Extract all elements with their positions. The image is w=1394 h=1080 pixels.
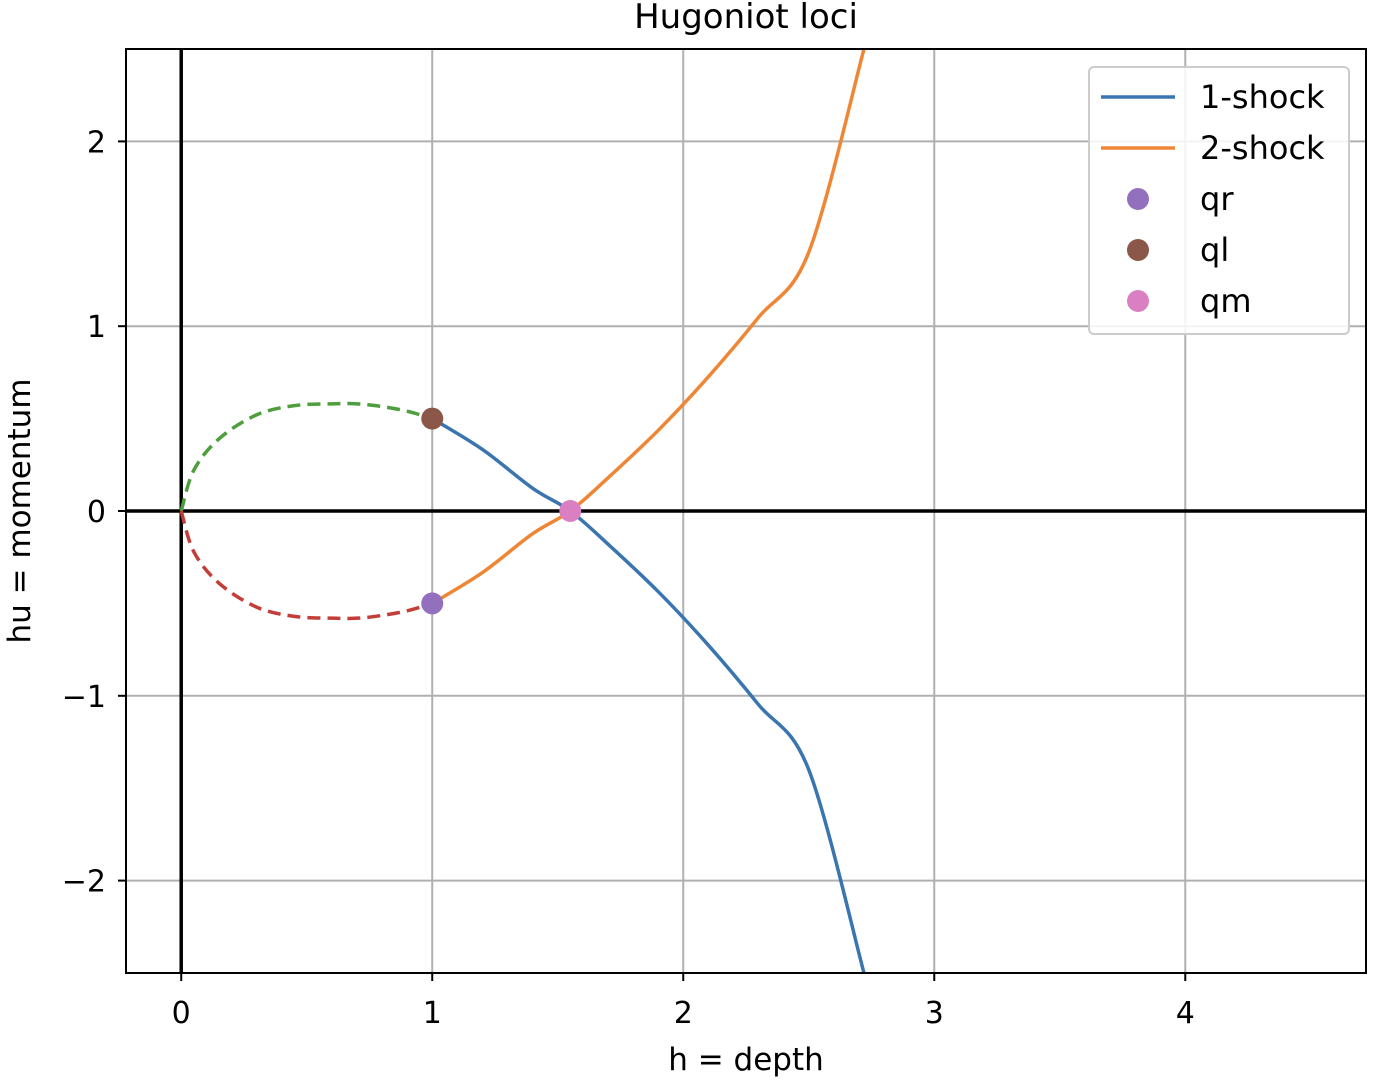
x-tick-label: 3 <box>925 996 944 1031</box>
points-layer <box>421 407 582 615</box>
y-axis-label: hu = momentum <box>2 378 38 643</box>
x-tick-label: 2 <box>674 996 693 1031</box>
point-qr <box>421 592 444 615</box>
legend-marker-qm <box>1127 290 1149 312</box>
chart-title: Hugoniot loci <box>634 0 858 37</box>
legend-box <box>1088 66 1350 335</box>
x-tick-label: 0 <box>172 996 191 1031</box>
legend-marker-ql <box>1127 239 1149 261</box>
legend: 1-shock 2-shock qr ql qm <box>1088 66 1350 335</box>
y-tick-label: 1 <box>87 310 106 345</box>
legend-marker-qr <box>1127 188 1149 210</box>
series-line-upper-dashed <box>179 401 433 512</box>
point-qm <box>559 500 582 522</box>
y-tick-label: −2 <box>62 865 106 900</box>
series-line-2-shock <box>431 49 866 605</box>
y-tick-label: 2 <box>87 125 106 160</box>
legend-label-2-shock: 2-shock <box>1200 129 1325 167</box>
series-line-lower-dashed <box>179 510 433 621</box>
y-tick-label: 0 <box>87 495 106 530</box>
legend-label-qr: qr <box>1200 180 1234 218</box>
x-tick-label: 1 <box>423 996 442 1031</box>
y-tick-label: −1 <box>62 680 106 715</box>
x-tick-label: 4 <box>1176 996 1195 1031</box>
legend-label-qm: qm <box>1200 282 1251 320</box>
point-ql <box>421 407 444 430</box>
series-line-1-shock <box>431 417 866 973</box>
x-axis-label: h = depth <box>668 1042 824 1078</box>
legend-label-1-shock: 1-shock <box>1200 78 1325 116</box>
series-layer <box>179 49 866 973</box>
legend-label-ql: ql <box>1200 231 1229 269</box>
tick-layer: 0 1 2 3 4 −2 −1 0 1 2 <box>62 125 1195 1031</box>
